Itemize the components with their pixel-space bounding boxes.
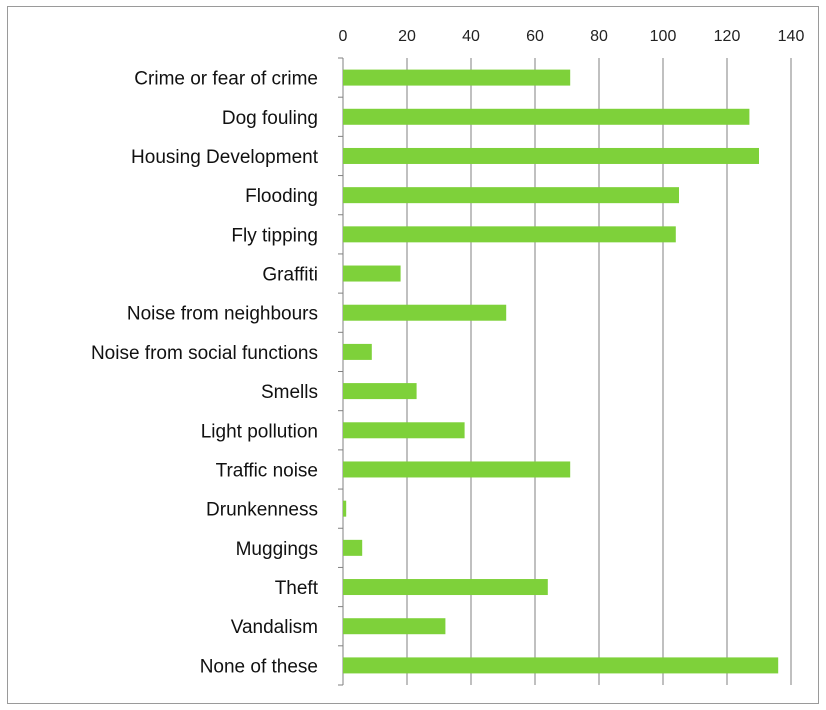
bar bbox=[343, 69, 571, 86]
category-label: Noise from social functions bbox=[91, 343, 318, 364]
bar bbox=[343, 383, 417, 400]
category-label: Dog fouling bbox=[222, 108, 318, 129]
bar bbox=[343, 422, 465, 439]
bar bbox=[343, 461, 571, 478]
category-label: Noise from neighbours bbox=[127, 304, 318, 325]
bar bbox=[343, 108, 750, 125]
bar bbox=[343, 500, 347, 517]
x-tick-label: 40 bbox=[462, 28, 480, 45]
x-tick-label: 20 bbox=[398, 28, 416, 45]
x-tick-label: 100 bbox=[650, 28, 677, 45]
bar bbox=[343, 657, 779, 674]
bar bbox=[343, 539, 363, 556]
category-label: Fly tipping bbox=[231, 225, 318, 246]
category-label: Crime or fear of crime bbox=[134, 69, 318, 90]
category-label: Drunkenness bbox=[206, 500, 318, 521]
x-tick-label: 0 bbox=[339, 28, 348, 45]
category-label: Smells bbox=[261, 382, 318, 403]
x-tick-label: 60 bbox=[526, 28, 544, 45]
bar bbox=[343, 579, 548, 596]
category-label: None of these bbox=[200, 656, 318, 677]
x-tick-label: 120 bbox=[714, 28, 741, 45]
bar bbox=[343, 147, 759, 164]
bar bbox=[343, 618, 446, 635]
category-label: Flooding bbox=[245, 186, 318, 207]
bar bbox=[343, 187, 679, 204]
category-label: Theft bbox=[275, 578, 319, 599]
bar bbox=[343, 304, 507, 321]
x-tick-label: 140 bbox=[778, 28, 805, 45]
category-label: Traffic noise bbox=[216, 460, 318, 481]
category-label: Graffiti bbox=[262, 265, 318, 286]
category-label: Muggings bbox=[236, 539, 318, 560]
bar bbox=[343, 265, 401, 282]
category-label: Vandalism bbox=[231, 617, 318, 638]
bar bbox=[343, 226, 676, 243]
bar bbox=[343, 343, 372, 360]
category-label: Light pollution bbox=[201, 421, 318, 442]
category-label: Housing Development bbox=[131, 147, 319, 168]
x-tick-label: 80 bbox=[590, 28, 608, 45]
